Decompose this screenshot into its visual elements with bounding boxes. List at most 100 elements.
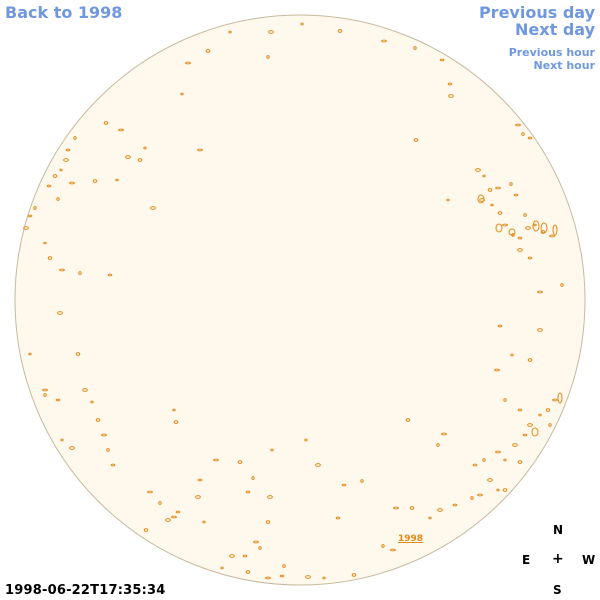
- contour-speck: [43, 393, 47, 397]
- contour-speck: [341, 483, 347, 487]
- contour-speck: [537, 328, 543, 332]
- contour-speck: [43, 241, 47, 245]
- compass-south: S: [553, 583, 562, 597]
- contour-speck: [90, 400, 94, 404]
- contour-oval: [508, 228, 516, 236]
- contour-oval: [531, 427, 539, 437]
- contour-speck: [228, 30, 232, 34]
- previous-day-link[interactable]: Previous day: [478, 3, 595, 22]
- year-link[interactable]: 1998: [398, 534, 424, 544]
- contour-speck: [195, 495, 201, 499]
- contour-speck: [517, 248, 523, 252]
- contour-speck: [502, 488, 508, 492]
- contour-speck: [92, 179, 98, 183]
- compass-east: E: [522, 553, 531, 567]
- contour-speck: [279, 574, 285, 578]
- contour-speck: [482, 174, 486, 178]
- contour-speck: [171, 515, 177, 519]
- contour-speck: [513, 193, 519, 197]
- contour-speck: [510, 353, 514, 357]
- contour-speck: [522, 433, 528, 437]
- contour-speck: [447, 82, 453, 86]
- back-to-year-link[interactable]: Back to 1998: [5, 3, 123, 22]
- contour-speck: [137, 158, 143, 162]
- contour-speck: [55, 398, 61, 402]
- contour-speck: [351, 573, 357, 577]
- solar-disk: [14, 14, 586, 586]
- contour-speck: [305, 575, 311, 579]
- contour-speck: [515, 123, 521, 127]
- contour-speck: [390, 548, 396, 552]
- contour-speck: [59, 268, 65, 272]
- previous-hour-link[interactable]: Previous hour: [508, 46, 595, 59]
- contour-speck: [158, 501, 162, 505]
- contour-speck: [545, 408, 551, 412]
- contour-speck: [165, 518, 171, 522]
- next-hour-link[interactable]: Next hour: [533, 59, 596, 72]
- contour-speck: [42, 388, 48, 392]
- contour-speck: [560, 283, 564, 287]
- contour-speck: [497, 324, 503, 328]
- next-day-link[interactable]: Next day: [515, 20, 595, 39]
- contour-speck: [540, 230, 546, 234]
- contour-speck: [103, 121, 109, 125]
- contour-speck: [266, 55, 270, 59]
- contour-oval: [557, 392, 563, 404]
- contour-speck: [523, 213, 527, 217]
- contour-speck: [245, 490, 251, 494]
- contour-speck: [548, 423, 552, 427]
- contour-oval: [552, 224, 558, 236]
- contour-speck: [335, 516, 341, 520]
- contour-speck: [512, 443, 518, 447]
- contour-speck: [197, 478, 203, 482]
- contour-speck: [533, 223, 537, 227]
- contour-speck: [23, 226, 29, 230]
- contour-speck: [270, 448, 274, 452]
- contour-speck: [521, 132, 525, 136]
- contour-speck: [304, 438, 308, 442]
- contour-speck: [95, 418, 101, 422]
- compass-west: W: [582, 553, 596, 567]
- contour-speck: [69, 181, 75, 185]
- contour-oval: [495, 223, 503, 233]
- contour-speck: [503, 458, 507, 462]
- contour-speck: [185, 61, 191, 65]
- contour-speck: [446, 198, 450, 202]
- contour-speck: [73, 136, 77, 140]
- contour-speck: [82, 388, 88, 392]
- contour-speck: [527, 358, 533, 362]
- contour-speck: [495, 186, 501, 190]
- contour-speck: [470, 496, 474, 500]
- contour-speck: [143, 146, 147, 150]
- contour-speck: [497, 211, 503, 215]
- contour-speck: [322, 576, 326, 580]
- contour-speck: [229, 554, 235, 558]
- contour-speck: [205, 49, 211, 53]
- contour-speck: [57, 311, 63, 315]
- contour-speck: [517, 460, 523, 464]
- contour-speck: [527, 136, 533, 140]
- compass-center: +: [552, 551, 564, 567]
- contour-speck: [495, 450, 501, 454]
- contour-speck: [452, 503, 458, 507]
- contour-speck: [448, 94, 454, 98]
- observation-timestamp: 1998-06-22T17:35:34: [5, 583, 166, 598]
- contour-speck: [525, 226, 531, 230]
- contour-speck: [509, 182, 513, 186]
- contour-speck: [268, 30, 274, 34]
- contour-speck: [106, 448, 110, 452]
- contour-speck: [477, 493, 483, 497]
- contour-speck: [63, 158, 69, 162]
- contour-speck: [490, 203, 494, 207]
- contour-speck: [245, 570, 251, 574]
- contour-speck: [265, 520, 271, 524]
- contour-speck: [527, 423, 533, 427]
- contour-speck: [65, 148, 71, 152]
- contour-speck: [220, 566, 224, 570]
- contour-speck: [517, 236, 523, 240]
- contour-speck: [496, 488, 500, 492]
- contour-speck: [300, 22, 304, 26]
- contour-speck: [118, 128, 124, 132]
- contour-speck: [59, 168, 63, 172]
- contour-oval: [540, 222, 548, 234]
